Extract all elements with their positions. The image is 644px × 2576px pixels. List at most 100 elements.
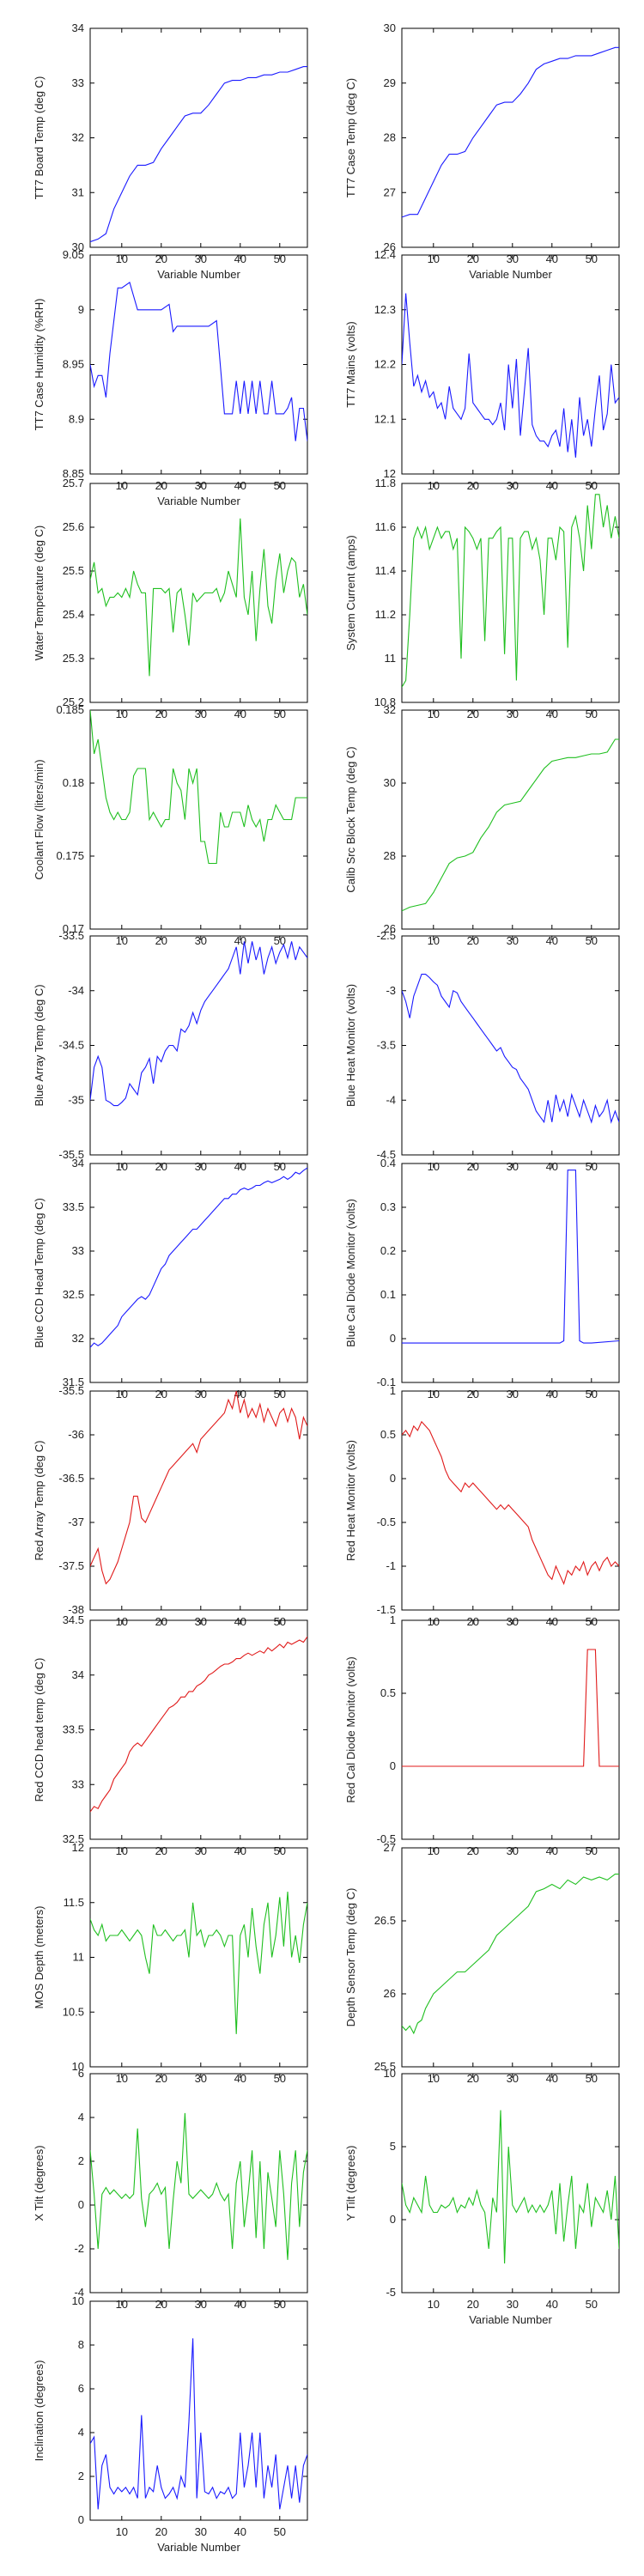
y-axis-label: Water Temperature (deg C) — [33, 526, 46, 661]
x-tick-label: 50 — [586, 2298, 598, 2311]
y-axis-label: TT7 Case Humidity (%RH) — [33, 299, 46, 431]
y-tick-label: 0.5 — [380, 1686, 396, 1699]
y-tick-label: 25.5 — [63, 564, 84, 577]
y-tick-label: 26.5 — [374, 1914, 396, 1927]
y-tick-label: -2.5 — [377, 929, 396, 942]
plot-frame — [89, 1847, 308, 2068]
y-axis-label: Inclination (degrees) — [33, 2360, 46, 2462]
y-tick-label: 27 — [384, 185, 396, 198]
series-line — [402, 738, 619, 912]
plot-frame — [89, 935, 308, 1156]
x-tick-label: 20 — [467, 2072, 479, 2085]
chart-panel-9: -35.5 -35 -34.5 -34 -33.5 10 20 30 40 50 Blue Arra… — [33, 929, 308, 1173]
x-tick-label: 20 — [155, 934, 167, 947]
x-axis-label: Variable Number — [157, 495, 240, 507]
y-axis-label: Blue Cal Diode Monitor (volts) — [344, 1199, 357, 1347]
series-line — [402, 2110, 619, 2264]
y-tick-label: 11 — [385, 652, 397, 665]
x-tick-label: 10 — [116, 2525, 128, 2538]
y-tick-label: 1 — [390, 1613, 396, 1626]
y-tick-label: 26 — [384, 1987, 396, 2000]
y-tick-label: 0.1 — [380, 1288, 396, 1301]
y-tick-label: 4 — [78, 2111, 84, 2123]
series-line — [90, 2338, 307, 2510]
y-tick-label: 0 — [390, 1759, 396, 1772]
y-tick-label: 8.85 — [63, 467, 84, 480]
y-tick-label: 33 — [72, 1244, 84, 1257]
x-tick-label: 50 — [586, 934, 598, 947]
y-tick-label: 0.18 — [63, 776, 84, 789]
y-tick-label: 25.4 — [63, 608, 84, 621]
y-axis-label: Blue Array Temp (deg C) — [33, 984, 46, 1106]
x-tick-label: 50 — [274, 934, 286, 947]
series-line — [402, 1170, 619, 1344]
chart-panel-7: 0.17 0.175 0.18 0.185 10 20 30 40 50 Coolant Flow… — [33, 703, 308, 947]
plot-frame — [401, 483, 620, 703]
y-tick-label: 32.5 — [63, 1288, 84, 1301]
y-tick-label: 0 — [390, 1332, 396, 1345]
y-axis-label: Coolant Flow (liters/min) — [33, 759, 46, 879]
y-tick-label: -2 — [74, 2242, 84, 2255]
series-line — [90, 1891, 307, 2034]
chart-panel-19: -4 -2 0 2 4 6 10 20 30 40 50 X Tilt (degrees) — [33, 2067, 308, 2311]
series-line — [90, 66, 307, 243]
y-axis-label: MOS Depth (meters) — [33, 1906, 46, 2009]
series-line — [402, 46, 619, 218]
y-axis-label: TT7 Board Temp (deg C) — [33, 76, 46, 200]
y-tick-label: 26 — [384, 922, 396, 935]
y-tick-label: 0.4 — [380, 1157, 396, 1170]
y-tick-label: -4.5 — [377, 1148, 396, 1161]
series-line — [402, 1874, 619, 2035]
y-tick-label: 11.2 — [375, 608, 396, 621]
plot-frame — [89, 709, 308, 930]
x-tick-label: 40 — [234, 2072, 246, 2085]
x-tick-label: 40 — [546, 2072, 558, 2085]
y-tick-label: -0.5 — [377, 1832, 396, 1845]
y-tick-label: 5 — [390, 2140, 396, 2153]
series-line — [402, 293, 619, 458]
y-axis-label: Y Tilt (degrees) — [344, 2146, 357, 2221]
y-tick-label: -35.5 — [58, 1384, 84, 1397]
y-tick-label: 32 — [384, 703, 396, 716]
plot-frame — [401, 1619, 620, 1840]
series-line — [90, 1167, 307, 1348]
y-tick-label: -34 — [68, 984, 84, 997]
y-tick-label: 10 — [384, 2067, 396, 2080]
y-tick-label: 33 — [72, 76, 84, 89]
series-line — [90, 1391, 307, 1585]
y-tick-label: 0.3 — [380, 1200, 396, 1213]
y-tick-label: -36.5 — [58, 1472, 84, 1485]
y-tick-label: -34.5 — [58, 1039, 84, 1052]
y-tick-label: -3 — [386, 984, 396, 997]
y-tick-label: 33.5 — [63, 1200, 84, 1213]
chart-panel-10: -4.5 -4 -3.5 -3 -2.5 10 20 30 40 50 Blue Heat Moni… — [344, 929, 620, 1173]
x-tick-label: 20 — [467, 2298, 479, 2311]
plot-frame — [89, 2300, 308, 2521]
series-line — [402, 494, 619, 688]
x-tick-label: 50 — [274, 2525, 286, 2538]
y-tick-label: 28 — [384, 849, 396, 862]
y-tick-label: 0.5 — [380, 1428, 396, 1441]
x-tick-label: 30 — [507, 2072, 519, 2085]
y-axis-label: X Tilt (degrees) — [33, 2145, 46, 2221]
y-tick-label: 0 — [390, 2213, 396, 2226]
x-axis-label: Variable Number — [469, 268, 552, 281]
y-tick-label: -5 — [386, 2286, 396, 2299]
chart-panel-18: 25.5 26 26.5 27 10 20 30 40 50 Depth Sensor Temp … — [344, 1841, 620, 2085]
y-tick-label: 33.5 — [63, 1723, 84, 1736]
series-line — [90, 1636, 307, 1813]
y-tick-label: 34 — [72, 1668, 84, 1681]
plot-frame — [401, 709, 620, 930]
y-axis-label: TT7 Case Temp (deg C) — [344, 78, 357, 197]
y-tick-label: 12 — [384, 467, 396, 480]
y-tick-label: -1.5 — [377, 1603, 396, 1616]
y-axis-label: System Current (amps) — [344, 535, 357, 650]
